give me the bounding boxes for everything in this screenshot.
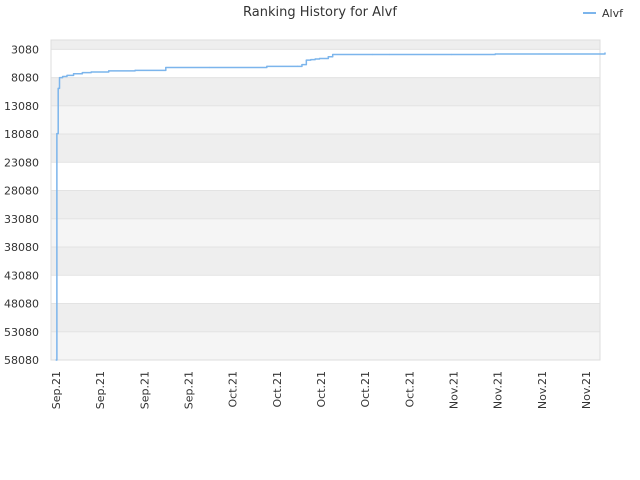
data-point [604,52,606,54]
x-tick-label: Oct.21 [315,371,328,408]
x-axis-labels: Sep.21 Sep.21 Sep.21 Sep.21 Oct.21 Oct.21 Oct.… [50,371,593,409]
x-tick-label: Sep.21 [138,371,151,409]
x-tick-label: Oct.21 [271,371,284,408]
grid-band [51,134,600,163]
x-tick: Nov.21 [580,371,593,409]
y-tick-label: 48080 [4,298,39,311]
data-point [72,73,75,75]
data-point [389,53,391,56]
x-tick: Sep.21 [138,371,151,409]
data-point [108,70,110,72]
data-point [327,56,329,58]
x-tick-label: Nov.21 [448,371,461,409]
y-tick-label: 33080 [4,213,39,226]
x-tick: Nov.21 [492,371,505,409]
data-point [165,66,167,69]
x-tick-label: Oct.21 [359,371,372,408]
data-point [314,58,316,60]
x-tick: Sep.21 [50,371,63,409]
grid-lines [51,48,600,361]
legend[interactable]: Alvf [583,7,624,20]
chart-title: Ranking History for Alvf [243,5,397,20]
grid-band [51,247,600,276]
grid-band [51,275,600,304]
grid-band [51,40,600,50]
x-tick-label: Oct.21 [403,371,416,408]
data-point [371,53,373,56]
x-tick: Sep.21 [94,371,107,409]
data-point [332,53,334,56]
legend-label-alvf: Alvf [602,7,624,20]
grid-band [51,218,600,248]
x-tick: Nov.21 [448,371,461,409]
y-tick-label: 58080 [4,354,39,367]
grid-band [51,77,600,106]
y-tick-label: 3080 [11,43,39,56]
x-tick: Oct.21 [271,371,284,408]
x-tick-label: Sep.21 [50,371,63,409]
data-point [305,59,307,61]
grid-band [51,105,600,135]
data-point [494,53,496,55]
data-point [66,74,68,77]
data-point [61,75,64,78]
y-axis-labels: 3080 8080 13080 18080 23080 28080 33080 38080 43… [4,43,39,367]
data-point [266,65,268,67]
y-tick-label: 38080 [4,241,39,254]
grid-bands [51,40,600,360]
x-tick-label: Sep.21 [183,371,196,409]
data-point [301,64,303,66]
grid-band [51,303,600,332]
series-layer [55,52,606,361]
x-tick-label: Nov.21 [492,371,505,409]
x-tick: Sep.21 [183,371,196,409]
y-tick-label: 28080 [4,185,39,198]
grid-band [51,162,600,191]
x-tick: Oct.21 [315,371,328,408]
y-tick-label: 53080 [4,326,39,339]
x-tick: Oct.21 [403,371,416,408]
x-tick-label: Nov.21 [536,371,549,409]
data-point [57,87,59,90]
grid-band [51,331,600,360]
data-point [56,132,58,135]
data-point [318,57,321,60]
y-tick-label: 13080 [4,100,39,113]
x-tick: Oct.21 [359,371,372,408]
data-point [450,53,452,56]
data-point [55,359,57,361]
data-point [81,71,83,74]
data-point [538,53,540,55]
data-point [296,65,299,67]
x-tick-label: Sep.21 [94,371,107,409]
data-point [58,77,61,79]
y-tick-label: 8080 [11,72,39,85]
data-point [90,71,92,73]
x-tick-label: Oct.21 [227,371,240,408]
y-tick-label: 18080 [4,128,39,141]
grid-band [51,190,600,219]
x-tick: Nov.21 [536,371,549,409]
data-point [134,69,136,71]
plot-frame [50,39,601,361]
y-tick-label: 23080 [4,156,39,169]
y-tick-label: 43080 [4,269,39,282]
data-point [310,59,312,61]
data-point [209,66,211,69]
x-tick-label: Nov.21 [580,371,593,409]
x-tick: Oct.21 [227,371,240,408]
